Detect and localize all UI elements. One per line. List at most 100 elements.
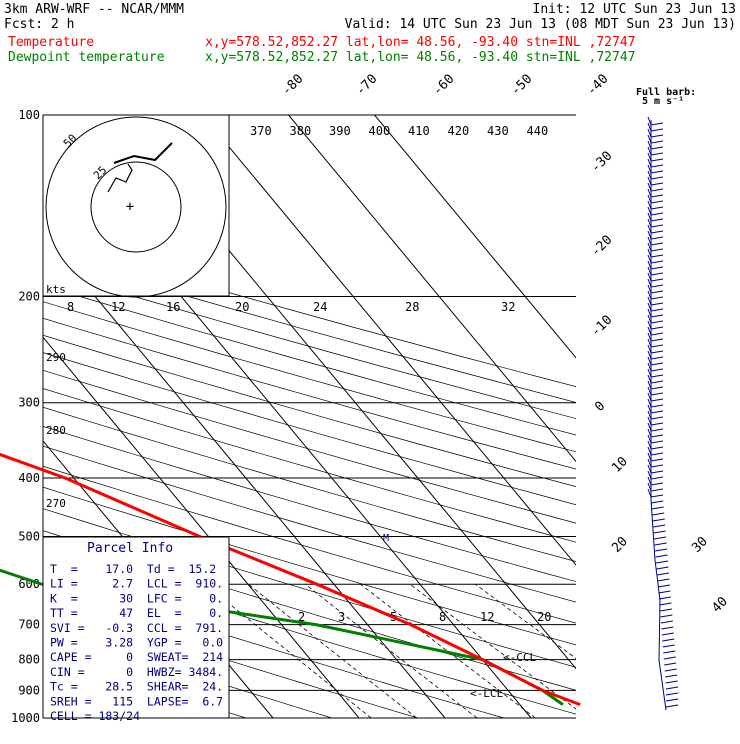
mixing-ratio-label: 8 bbox=[439, 610, 446, 624]
temperature-legend-info: x,y=578.52,852.27 lat,lon= 48.56, -93.40… bbox=[205, 35, 635, 50]
wind-barb bbox=[650, 188, 664, 192]
wind-barb bbox=[661, 632, 674, 636]
wind-barb bbox=[650, 224, 664, 228]
isotherm-label: -50 bbox=[508, 72, 535, 99]
dry-adiabat bbox=[43, 445, 576, 603]
wind-barb bbox=[650, 278, 664, 282]
pressure-label: 200 bbox=[18, 290, 40, 304]
isotherm-label: 10 bbox=[609, 454, 631, 476]
wind-barb bbox=[655, 560, 669, 564]
dewpoint-legend-info: x,y=578.52,852.27 lat,lon= 48.56, -93.40… bbox=[205, 50, 635, 65]
dry-adiabat bbox=[43, 426, 576, 582]
wind-barb bbox=[650, 452, 664, 456]
pressure-label: 900 bbox=[18, 683, 40, 697]
wind-barb bbox=[650, 308, 664, 312]
theta-label: 390 bbox=[329, 124, 351, 138]
wind-barb bbox=[650, 476, 664, 480]
dry-adiabat bbox=[43, 600, 418, 718]
valid-time: Valid: 14 UTC Sun 23 Jun 13 (08 MDT Sun … bbox=[345, 17, 736, 32]
theta-label: 410 bbox=[408, 124, 430, 138]
pressure-label: 100 bbox=[18, 108, 40, 122]
pressure-label: 400 bbox=[18, 471, 40, 485]
wind-barb bbox=[657, 584, 671, 588]
wind-barb bbox=[650, 260, 664, 264]
isotherm-label: 30 bbox=[689, 534, 711, 556]
isotherm-label: -30 bbox=[588, 149, 615, 176]
wind-barb bbox=[650, 314, 664, 318]
parcel-info-row: K = 30 LFC = 0. bbox=[50, 591, 223, 605]
wind-barb bbox=[650, 128, 664, 132]
mixing-ratio-line bbox=[205, 583, 372, 718]
theta-label: 430 bbox=[487, 124, 509, 138]
parcel-info-row: CAPE = 0 SWEAT= 214 bbox=[50, 650, 223, 664]
wind-barb bbox=[650, 152, 664, 156]
wind-barb bbox=[650, 464, 664, 468]
wind-barb bbox=[650, 386, 664, 390]
parcel-info-title: Parcel Info bbox=[87, 541, 173, 556]
wind-barb bbox=[650, 434, 664, 438]
wind-barb bbox=[654, 548, 668, 552]
parcel-info-rows: T = 17.0 Td = 15.2LI = 2.7 LCL = 910.K =… bbox=[50, 562, 223, 723]
wind-barb bbox=[650, 344, 664, 348]
dry-adiabat bbox=[43, 406, 576, 562]
mixing-ratio-label: 3 bbox=[338, 610, 345, 624]
dewpoint-profile bbox=[0, 568, 564, 706]
dewpoint-legend-name: Dewpoint temperature bbox=[8, 50, 165, 65]
wind-barb bbox=[650, 266, 664, 270]
wind-barb bbox=[650, 422, 664, 426]
wind-barb bbox=[665, 704, 679, 708]
theta-label: 400 bbox=[369, 124, 391, 138]
wind-barb bbox=[650, 212, 664, 216]
isotherm-label: -80 bbox=[279, 72, 306, 99]
wind-barb bbox=[650, 170, 664, 174]
m-marker: M bbox=[383, 533, 389, 544]
theta-label: 420 bbox=[448, 124, 470, 138]
wind-barb bbox=[650, 146, 664, 150]
barb-legend-subtitle: 5 m s⁻¹ bbox=[642, 96, 684, 107]
wind-barb bbox=[650, 398, 664, 402]
pressure-label: 1000 bbox=[11, 711, 40, 725]
mixing-ratio-line bbox=[248, 583, 417, 718]
isotherm bbox=[288, 115, 576, 463]
isotherm-label: -20 bbox=[588, 233, 615, 260]
background-lines bbox=[43, 238, 576, 718]
wind-barb bbox=[652, 518, 665, 522]
hodograph-ring-outer bbox=[45, 116, 227, 298]
wind-barb bbox=[650, 326, 664, 330]
wind-barb bbox=[650, 236, 664, 240]
dry-adiabat bbox=[43, 285, 576, 436]
parcel-info-row: T = 17.0 Td = 15.2 bbox=[50, 562, 216, 576]
dry-adiabat bbox=[43, 301, 576, 453]
mixing-ratio-line bbox=[305, 583, 478, 718]
hodograph-units-label: kts bbox=[46, 283, 66, 296]
wind-barb bbox=[650, 140, 664, 144]
wind-barb bbox=[650, 290, 664, 294]
wind-barb bbox=[665, 680, 678, 684]
parcel-info-box bbox=[42, 536, 230, 719]
dry-adiabat bbox=[43, 334, 576, 487]
wind-barb bbox=[650, 284, 664, 288]
parcel-info-row: SVI = -0.3 CCL = 791. bbox=[50, 621, 223, 635]
wind-barb bbox=[650, 182, 664, 186]
wind-barb bbox=[650, 494, 664, 498]
wind-barb bbox=[662, 638, 675, 642]
wind-barb bbox=[661, 626, 674, 630]
wind-barb bbox=[650, 392, 664, 396]
hodograph-ring-inner bbox=[90, 161, 182, 253]
wind-barb bbox=[650, 248, 664, 252]
wind-barb bbox=[650, 320, 664, 324]
isotherm-label: -70 bbox=[353, 72, 380, 99]
wind-barb bbox=[650, 482, 664, 486]
theta-label: 380 bbox=[290, 124, 312, 138]
model-title: 3km ARW-WRF -- NCAR/MMM bbox=[4, 2, 184, 17]
theta-label: 370 bbox=[250, 124, 272, 138]
isotherm-label: -40 bbox=[584, 72, 611, 99]
wind-barb bbox=[650, 302, 664, 306]
wind-barb bbox=[650, 218, 664, 222]
dry-adiabat bbox=[43, 486, 576, 646]
dry-adiabat bbox=[43, 317, 576, 470]
wind-barb bbox=[656, 566, 669, 570]
wind-barb bbox=[657, 578, 670, 582]
